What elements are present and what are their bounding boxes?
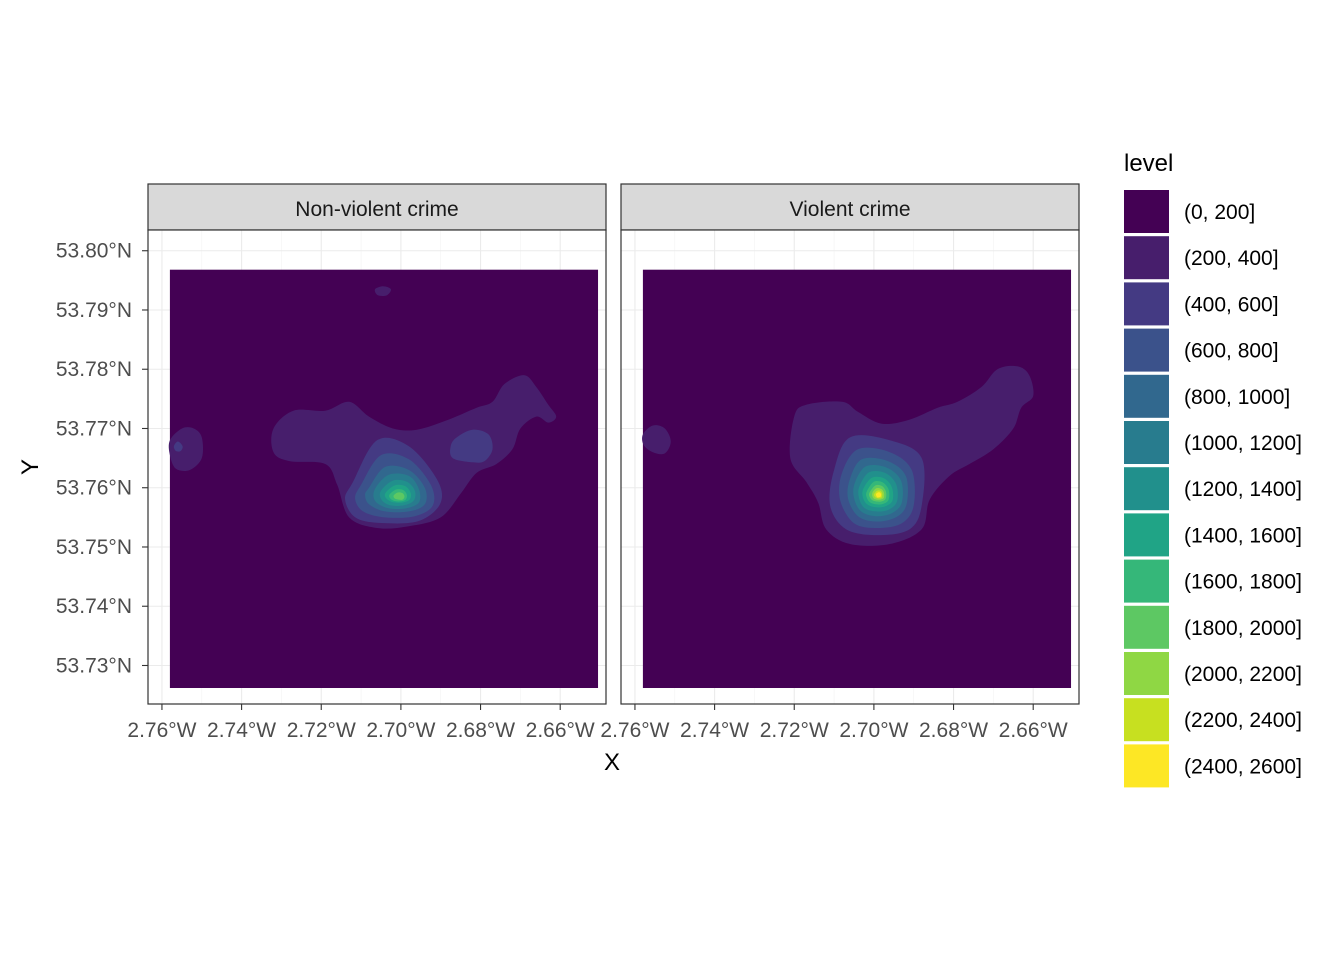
contour-level-2	[173, 441, 183, 452]
legend-swatch	[1124, 513, 1169, 557]
legend-swatch	[1124, 744, 1169, 788]
contour-level-1	[374, 286, 392, 296]
x-tick-label: 2.70°W	[839, 719, 908, 742]
legend-label: (800, 1000]	[1184, 386, 1290, 409]
legend-swatch	[1124, 698, 1169, 742]
x-tick-label: 2.72°W	[760, 719, 829, 742]
legend-title: level	[1124, 150, 1173, 177]
contour-level-1	[642, 425, 671, 455]
facet-title: Non-violent crime	[295, 198, 458, 221]
legend-label: (0, 200]	[1184, 201, 1255, 224]
legend-label: (1600, 1800]	[1184, 571, 1302, 594]
y-tick-label: 53.76°N	[56, 477, 132, 500]
x-tick-label: 2.72°W	[287, 719, 356, 742]
contour-level-1	[168, 427, 204, 472]
x-tick-label: 2.76°W	[127, 719, 196, 742]
x-tick-label: 2.68°W	[446, 719, 515, 742]
legend-label: (1400, 1600]	[1184, 524, 1302, 547]
x-tick-label: 2.66°W	[526, 719, 595, 742]
panels: Non-violent crime 2.76°W 2.74°W 2.72°W 2.70°…	[127, 183, 1080, 742]
legend-swatch	[1124, 328, 1169, 372]
panel-border	[147, 229, 607, 705]
y-tick-label: 53.74°N	[56, 595, 132, 618]
x-tick-label: 2.66°W	[999, 719, 1068, 742]
legend: level (0, 200] (200, 400] (400, 600] (600, …	[1124, 150, 1302, 788]
legend-swatch	[1124, 467, 1169, 511]
panel-border	[620, 229, 1080, 705]
contour-level-9	[393, 492, 405, 500]
legend-swatch	[1124, 605, 1169, 649]
panel-1: Non-violent crime 2.76°W 2.74°W 2.72°W 2.70°…	[127, 183, 607, 742]
contour-level-12	[875, 492, 882, 498]
legend-swatch	[1124, 282, 1169, 326]
legend-label: (1800, 2000]	[1184, 617, 1302, 640]
legend-swatch	[1124, 421, 1169, 464]
x-tick-label: 2.68°W	[919, 719, 988, 742]
x-tick-label: 2.74°W	[680, 719, 749, 742]
y-tick-label: 53.79°N	[56, 299, 132, 322]
y-tick-label: 53.77°N	[56, 417, 132, 440]
legend-label: (2000, 2200]	[1184, 663, 1302, 686]
x-axis-title: X	[604, 749, 620, 776]
legend-swatch	[1124, 374, 1169, 418]
legend-label: (2400, 2600]	[1184, 755, 1302, 778]
legend-label: (400, 600]	[1184, 293, 1279, 316]
x-tick-label: 2.70°W	[366, 719, 435, 742]
y-tick-label: 53.80°N	[56, 240, 132, 263]
y-axis-title: Y	[17, 459, 44, 475]
facet-title: Violent crime	[790, 198, 911, 221]
legend-label: (200, 400]	[1184, 247, 1279, 270]
x-tick-label: 2.76°W	[600, 719, 669, 742]
panel-2: Violent crime 2.76°W 2.74°W 2.72°W 2.70°W 2.6…	[600, 183, 1080, 742]
y-tick-label: 53.75°N	[56, 536, 132, 559]
contour-level-2	[450, 429, 493, 463]
legend-swatch	[1124, 236, 1169, 280]
y-tick-label: 53.78°N	[56, 358, 132, 381]
y-tick-label: 53.73°N	[56, 654, 132, 677]
legend-label: (600, 800]	[1184, 340, 1279, 363]
facet-strip	[147, 183, 607, 231]
x-tick-label: 2.74°W	[207, 719, 276, 742]
legend-swatch	[1124, 652, 1169, 695]
legend-label: (1200, 1400]	[1184, 478, 1302, 501]
legend-label: (1000, 1200]	[1184, 432, 1302, 455]
legend-label: (2200, 2400]	[1184, 709, 1302, 732]
legend-swatch	[1124, 559, 1169, 603]
facet-strip	[620, 183, 1080, 231]
y-axis: 53.73°N 53.74°N 53.75°N 53.76°N 53.77°N 53.78…	[56, 240, 148, 677]
legend-swatch	[1124, 190, 1169, 233]
